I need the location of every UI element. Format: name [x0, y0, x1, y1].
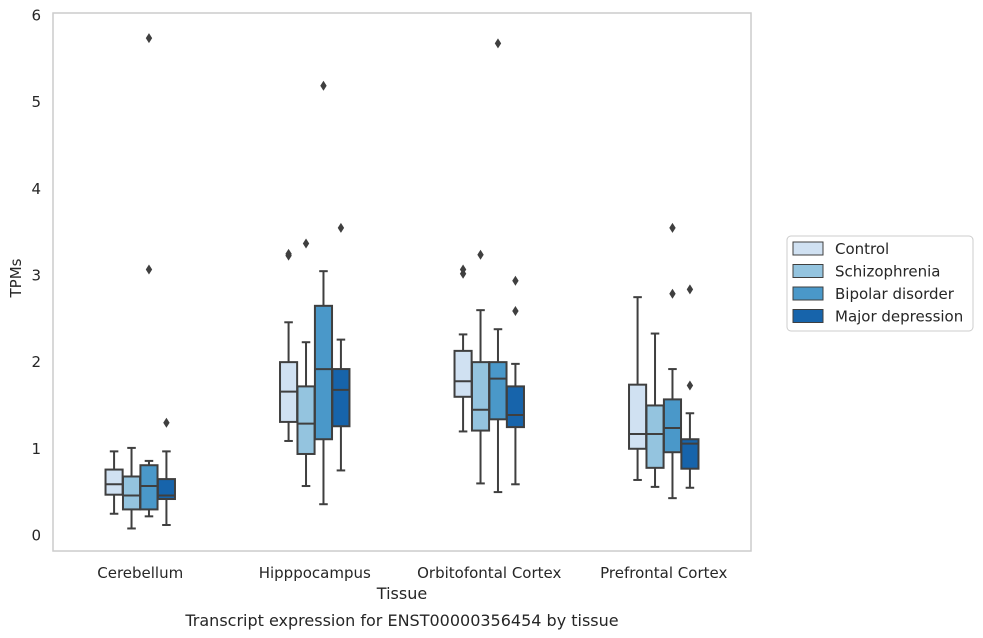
box-body: [488, 361, 508, 421]
outlier-point: [512, 306, 519, 317]
box-body: [156, 478, 176, 501]
box-body: [331, 368, 351, 428]
outlier-point: [302, 238, 310, 249]
outlier-point: [686, 284, 694, 295]
box-body: [505, 385, 525, 429]
legend-swatch: [792, 264, 824, 278]
legend-swatch: [792, 309, 824, 323]
legend-label: Schizophrenia: [835, 263, 940, 281]
box-major-depression-orbitofontal-cortex: [505, 275, 525, 486]
outlier-point: [145, 33, 153, 44]
y-axis-label: TPMs: [7, 258, 25, 298]
box-body: [645, 404, 665, 469]
legend-item: Major depression: [792, 308, 963, 326]
legend-label: Control: [835, 240, 889, 258]
outlier-point: [459, 264, 467, 275]
x-tick-label: Orbitofontal Cortex: [417, 564, 561, 582]
plot-background: [53, 13, 751, 551]
box-body: [296, 385, 316, 455]
box-schizophrenia-orbitofontal-cortex: [470, 249, 491, 485]
box-control-hipppocampus: [279, 248, 299, 442]
y-tick-label: 0: [31, 526, 41, 544]
outlier-point: [285, 248, 292, 259]
legend-label: Bipolar disorder: [835, 285, 955, 303]
box-schizophrenia-cerebellum: [121, 446, 142, 530]
y-tick-label: 5: [31, 93, 41, 111]
box-schizophrenia-hipppocampus: [296, 238, 316, 488]
legend-item: Bipolar disorder: [792, 285, 955, 303]
y-tick-label: 3: [31, 267, 41, 285]
legend-label: Major depression: [835, 308, 963, 326]
box-bipolar-disorder-orbitofontal-cortex: [488, 38, 508, 494]
y-axis-ticks: 0 1 2 3 4 5 6: [31, 7, 41, 545]
plot-frame: [52, 12, 752, 552]
outlier-point: [477, 249, 484, 260]
legend-swatch: [792, 286, 824, 301]
y-tick-label: 2: [31, 353, 41, 371]
legend-item: Control: [792, 240, 889, 258]
y-tick-label: 1: [31, 440, 41, 458]
box-major-depression-hipppocampus: [331, 222, 351, 472]
box-body: [470, 361, 491, 432]
box-body: [121, 475, 142, 511]
x-axis-ticks: Cerebellum Hipppocampus Orbitofontal Corte…: [97, 564, 727, 582]
outlier-point: [337, 222, 345, 233]
box-body: [139, 464, 159, 511]
box-body: [628, 383, 648, 450]
box-body: [104, 468, 124, 496]
outlier-point: [320, 80, 327, 91]
legend-frame: [786, 235, 974, 332]
box-major-depression-cerebellum: [156, 417, 176, 527]
box-major-depression-prefrontal-cortex: [680, 284, 700, 489]
legend: Control Schizophrenia Bipolar disorder Majo…: [786, 235, 974, 332]
outlier-point: [669, 288, 676, 299]
x-tick-label: Prefrontal Cortex: [600, 564, 727, 582]
outlier-point: [686, 380, 694, 391]
box-bipolar-disorder-prefrontal-cortex: [662, 222, 683, 500]
x-axis-label: Tissue: [376, 584, 427, 603]
outlier-point: [494, 38, 502, 49]
chart-title: Transcript expression for ENST0000035645…: [184, 611, 618, 630]
y-tick-label: 6: [31, 7, 41, 25]
box-body: [453, 349, 473, 398]
outlier-point: [163, 417, 170, 428]
outlier-point: [512, 275, 519, 286]
y-tick-label: 4: [31, 180, 41, 198]
outlier-point: [145, 264, 153, 275]
box-schizophrenia-prefrontal-cortex: [645, 332, 665, 488]
plot-border: [52, 12, 752, 552]
legend-item: Schizophrenia: [792, 263, 940, 281]
box-body: [662, 398, 683, 454]
legend-swatch: [792, 241, 824, 256]
x-tick-label: Cerebellum: [97, 564, 183, 582]
boxes: [104, 33, 700, 530]
x-tick-label: Hipppocampus: [259, 564, 371, 582]
box-body: [680, 438, 700, 470]
outlier-point: [669, 222, 676, 233]
box-body: [313, 304, 334, 441]
